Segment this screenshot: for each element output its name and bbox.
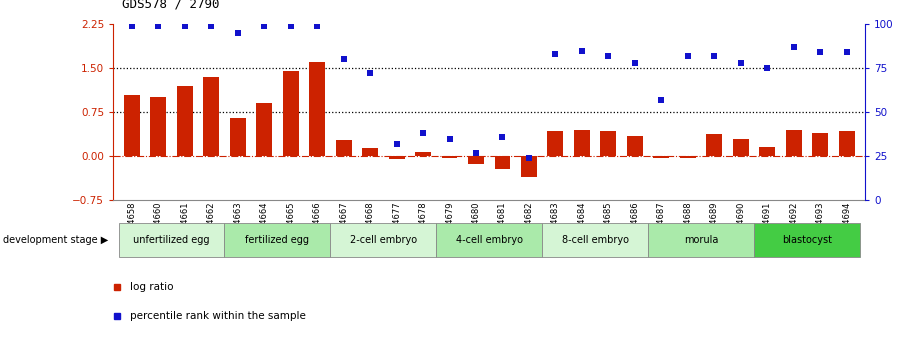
- Point: [416, 130, 430, 136]
- Bar: [495, 156, 510, 169]
- Point: [786, 44, 801, 50]
- Bar: [203, 77, 219, 156]
- Bar: [230, 118, 246, 156]
- Bar: [786, 130, 802, 156]
- Point: [362, 71, 377, 76]
- Point: [628, 60, 642, 66]
- Point: [602, 53, 616, 59]
- Bar: [415, 152, 431, 156]
- Bar: [759, 147, 776, 156]
- Point: [760, 66, 775, 71]
- Point: [151, 23, 166, 29]
- Point: [548, 51, 563, 57]
- Point: [654, 97, 669, 102]
- Point: [496, 134, 510, 139]
- Bar: [362, 148, 378, 156]
- Point: [840, 50, 854, 55]
- Point: [204, 23, 218, 29]
- Bar: [441, 156, 458, 158]
- Point: [522, 155, 536, 161]
- Bar: [601, 131, 616, 156]
- Text: fertilized egg: fertilized egg: [246, 235, 310, 245]
- FancyBboxPatch shape: [225, 223, 331, 257]
- Bar: [309, 62, 325, 156]
- Bar: [124, 95, 140, 156]
- Text: 4-cell embryo: 4-cell embryo: [456, 235, 523, 245]
- Bar: [547, 131, 564, 156]
- Text: log ratio: log ratio: [130, 282, 174, 292]
- Bar: [283, 71, 299, 156]
- Bar: [335, 140, 352, 156]
- FancyBboxPatch shape: [542, 223, 648, 257]
- Bar: [521, 156, 537, 177]
- Point: [284, 23, 298, 29]
- Point: [178, 23, 192, 29]
- Bar: [627, 136, 643, 156]
- Point: [813, 50, 827, 55]
- Point: [336, 57, 351, 62]
- Text: unfertilized egg: unfertilized egg: [133, 235, 210, 245]
- Bar: [813, 133, 828, 156]
- Text: percentile rank within the sample: percentile rank within the sample: [130, 311, 306, 321]
- Point: [442, 136, 457, 141]
- Point: [574, 48, 589, 53]
- Bar: [680, 156, 696, 158]
- FancyBboxPatch shape: [331, 223, 437, 257]
- Text: blastocyst: blastocyst: [782, 235, 832, 245]
- Bar: [256, 104, 272, 156]
- Point: [257, 23, 272, 29]
- Point: [680, 53, 695, 59]
- Bar: [839, 131, 854, 156]
- Point: [390, 141, 404, 147]
- Point: [124, 23, 139, 29]
- Text: GDS578 / 2790: GDS578 / 2790: [122, 0, 220, 10]
- FancyBboxPatch shape: [437, 223, 542, 257]
- Point: [707, 53, 721, 59]
- Text: 2-cell embryo: 2-cell embryo: [350, 235, 417, 245]
- FancyBboxPatch shape: [119, 223, 225, 257]
- Bar: [177, 86, 193, 156]
- Point: [468, 150, 483, 155]
- Text: 8-cell embryo: 8-cell embryo: [562, 235, 629, 245]
- Bar: [733, 139, 748, 156]
- Bar: [389, 156, 404, 159]
- Point: [230, 30, 245, 36]
- Bar: [574, 130, 590, 156]
- Bar: [150, 98, 166, 156]
- Point: [310, 23, 324, 29]
- Text: morula: morula: [684, 235, 718, 245]
- Bar: [707, 134, 722, 156]
- Text: development stage ▶: development stage ▶: [4, 235, 109, 245]
- FancyBboxPatch shape: [648, 223, 754, 257]
- Point: [734, 60, 748, 66]
- Bar: [468, 156, 484, 164]
- FancyBboxPatch shape: [754, 223, 860, 257]
- Bar: [653, 156, 670, 158]
